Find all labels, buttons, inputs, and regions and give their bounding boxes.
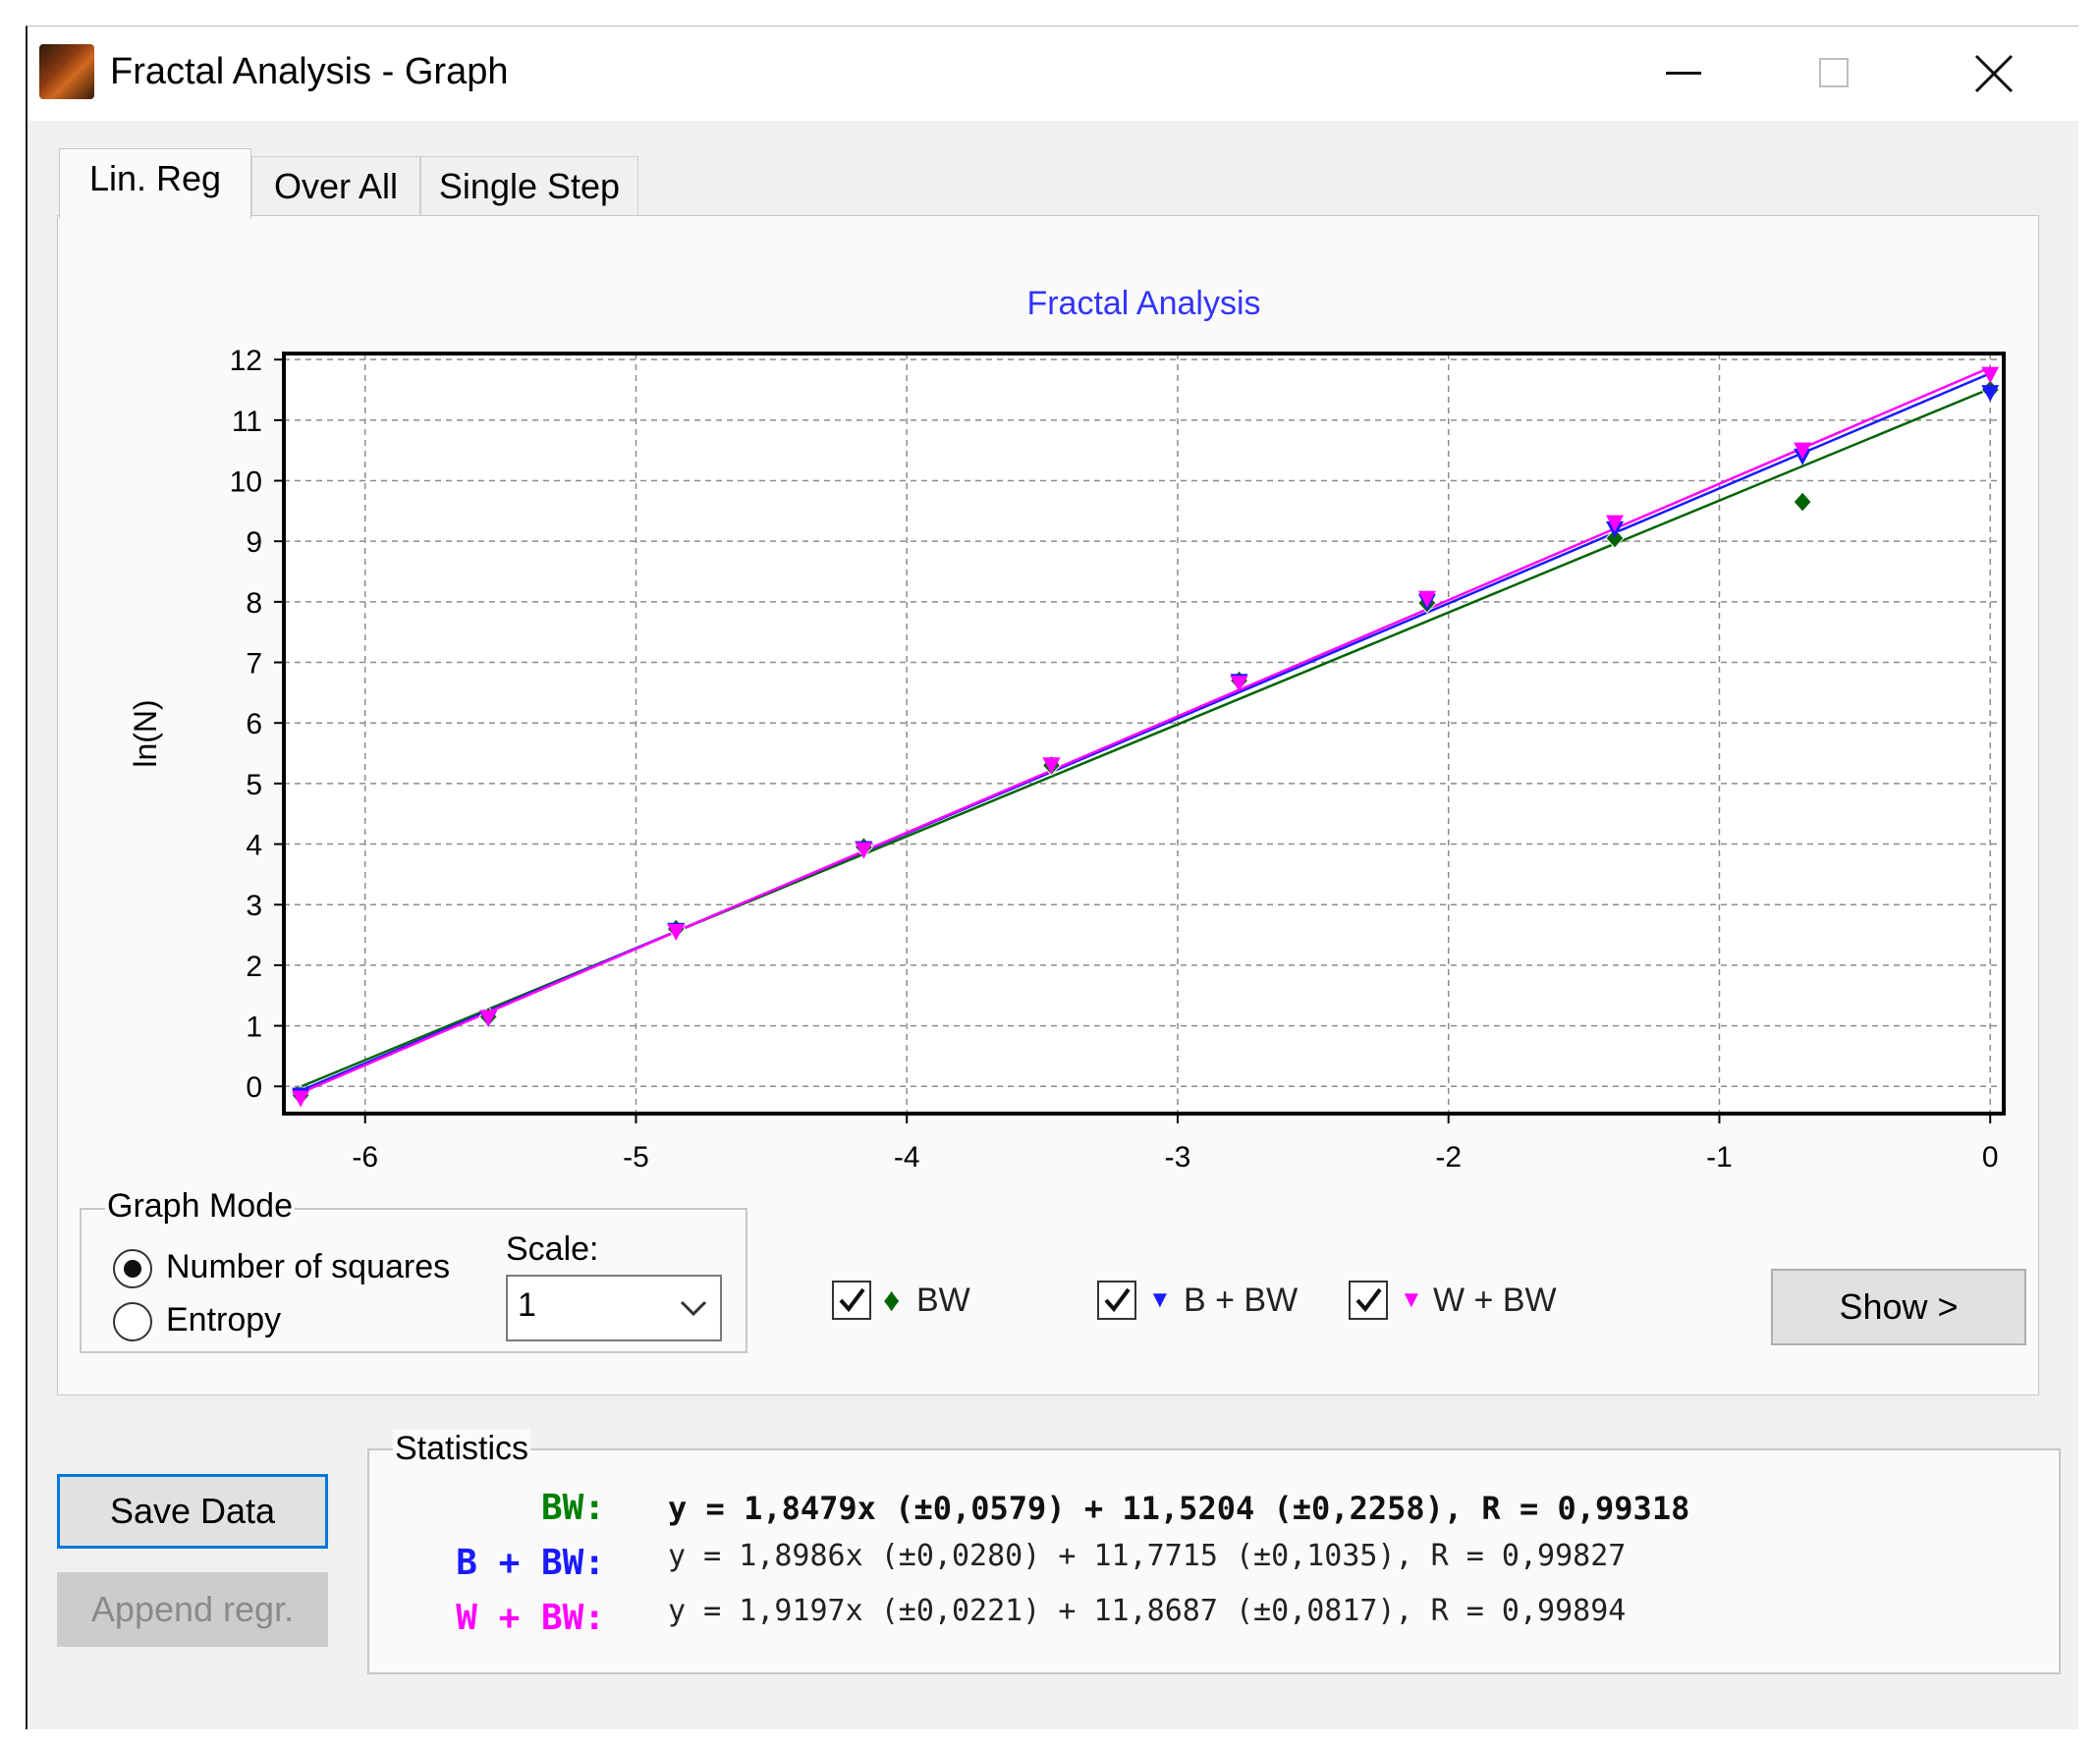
- marker-series-2: [1417, 590, 1436, 608]
- y-tick-label: 6: [246, 708, 262, 740]
- b-bw-marker-icon: ▼: [1148, 1286, 1172, 1313]
- bw-checkbox[interactable]: [832, 1281, 871, 1320]
- y-tick-label: 11: [232, 406, 262, 438]
- y-tick-label: 9: [246, 526, 262, 559]
- marker-series-2: [1042, 757, 1061, 775]
- tab-label: Over All: [273, 166, 399, 206]
- statistics-title: Statistics: [393, 1429, 531, 1468]
- x-tick-label: -3: [1165, 1141, 1191, 1174]
- statistics-group: Statistics BW: y = 1,8479x (±0,0579) + 1…: [367, 1429, 2061, 1674]
- y-tick-label: 12: [230, 345, 262, 377]
- tab-over-all[interactable]: Over All: [251, 156, 420, 217]
- stat-label-bw: BW:: [540, 1488, 605, 1528]
- y-tick-label: 4: [246, 830, 262, 862]
- stat-eq-bw: y = 1,8479x (±0,0579) + 11,5204 (±0,2258…: [668, 1490, 1690, 1527]
- save-data-label: Save Data: [109, 1491, 276, 1531]
- marker-series-2: [667, 923, 686, 941]
- scale-label: Scale:: [506, 1230, 599, 1268]
- x-tick-label: -4: [894, 1141, 920, 1174]
- marker-series-2: [1981, 366, 2000, 384]
- option-entropy-label: Entropy: [166, 1301, 282, 1338]
- scale-value: 1: [518, 1286, 536, 1324]
- fractal-chart: Fractal Analysis-6 -5 -4 -3 -2 -1 001234567891…: [128, 285, 2006, 1198]
- tab-label: Lin. Reg: [88, 158, 222, 198]
- y-tick-label: 7: [246, 648, 262, 681]
- marker-series-2: [1230, 676, 1248, 693]
- app-icon: [39, 44, 94, 99]
- x-tick-label: -1: [1706, 1141, 1733, 1174]
- marker-series-2: [292, 1090, 310, 1108]
- x-tick-label: 0: [1982, 1141, 1999, 1174]
- marker-series-2: [479, 1010, 498, 1027]
- radio-number-of-squares[interactable]: [113, 1249, 152, 1288]
- w-bw-legend-label: W + BW: [1433, 1282, 1557, 1319]
- y-tick-label: 1: [246, 1011, 262, 1044]
- x-tick-label: -5: [623, 1141, 649, 1174]
- stat-label-w-bw: W + BW:: [456, 1598, 605, 1638]
- bw-marker-icon: ♦: [883, 1282, 901, 1319]
- append-regr-button[interactable]: Append regr.: [57, 1572, 328, 1647]
- y-tick-label: 3: [246, 890, 262, 922]
- y-axis-label: ln(N): [128, 699, 163, 767]
- marker-series-0: [1605, 527, 1625, 549]
- w-bw-marker-icon: ▼: [1400, 1286, 1423, 1313]
- minimize-icon: [1666, 72, 1701, 75]
- check-icon: [1355, 1287, 1382, 1313]
- check-icon: [1104, 1287, 1131, 1313]
- lin-reg-panel: Fractal Analysis -6 -5 -4 -3 -2 -1 0 0 1 2 3 4 5 6 7 8 9 1…: [57, 215, 2039, 1395]
- tab-label: Single Step: [438, 166, 621, 206]
- y-tick-label: 0: [246, 1071, 262, 1104]
- marker-series-2: [855, 842, 873, 859]
- tab-single-step[interactable]: Single Step: [420, 156, 638, 217]
- close-button[interactable]: [1913, 27, 2071, 121]
- title-bar: Fractal Analysis - Graph: [28, 27, 2078, 121]
- marker-series-2: [1794, 442, 1812, 460]
- w-bw-checkbox[interactable]: [1349, 1281, 1388, 1320]
- marker-series-1: [1981, 385, 2000, 403]
- plot-frame: [282, 352, 2006, 1116]
- check-icon: [839, 1287, 865, 1313]
- tab-lin-reg[interactable]: Lin. Reg: [59, 148, 251, 219]
- fit-line-series-2: [292, 366, 1991, 1098]
- x-axis-label: ln(r): [1086, 1193, 1142, 1198]
- b-bw-legend-label: B + BW: [1184, 1282, 1299, 1319]
- x-tick-label: -6: [352, 1141, 378, 1174]
- close-icon: [1974, 54, 2014, 93]
- radio-entropy[interactable]: [113, 1302, 152, 1341]
- marker-series-2: [1606, 515, 1625, 532]
- chevron-down-icon: [680, 1300, 707, 1317]
- bw-legend-label: BW: [916, 1282, 970, 1319]
- maximize-button[interactable]: [1756, 27, 1913, 121]
- save-data-button[interactable]: Save Data: [57, 1474, 328, 1549]
- y-tick-label: 2: [246, 951, 262, 983]
- scale-select[interactable]: 1: [506, 1275, 722, 1341]
- stat-eq-w-bw: y = 1,9197x (±0,0221) + 11,8687 (±0,0817…: [668, 1594, 1627, 1628]
- maximize-icon: [1819, 58, 1849, 87]
- minimize-button[interactable]: [1599, 27, 1756, 121]
- b-bw-checkbox[interactable]: [1097, 1281, 1136, 1320]
- graph-mode-title: Graph Mode: [105, 1186, 295, 1226]
- chart-title: Fractal Analysis: [1026, 285, 1260, 322]
- show-button[interactable]: Show >: [1771, 1269, 2026, 1345]
- window-title: Fractal Analysis - Graph: [110, 51, 509, 92]
- stat-label-b-bw: B + BW:: [456, 1543, 605, 1583]
- show-button-label: Show >: [1839, 1286, 1959, 1327]
- append-regr-label: Append regr.: [90, 1589, 295, 1629]
- y-tick-label: 8: [246, 587, 262, 620]
- radio-selected-dot: [124, 1260, 141, 1278]
- fractal-analysis-window: Fractal Analysis - Graph Lin. Reg Over A…: [26, 26, 2078, 1729]
- stat-eq-b-bw: y = 1,8986x (±0,0280) + 11,7715 (±0,1035…: [668, 1539, 1627, 1573]
- option-number-of-squares-label: Number of squares: [166, 1248, 451, 1285]
- marker-series-0: [1793, 491, 1812, 513]
- y-tick-label: 10: [230, 466, 262, 499]
- y-tick-label: 5: [246, 769, 262, 801]
- graph-mode-group: Graph Mode Number of squares Entropy Sca…: [80, 1186, 747, 1353]
- x-tick-label: -2: [1435, 1141, 1462, 1174]
